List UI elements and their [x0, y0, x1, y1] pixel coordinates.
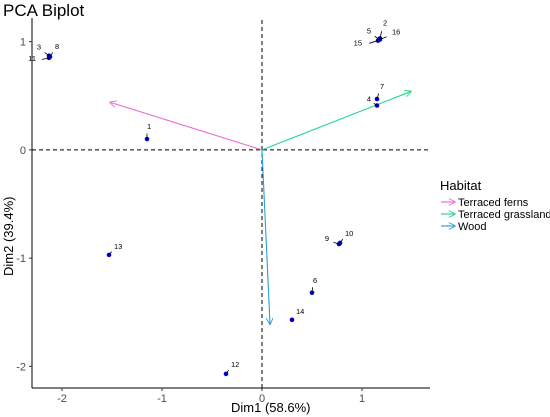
point-label: 6	[313, 276, 317, 285]
point-leader-line	[339, 238, 344, 244]
point-leader-line	[374, 35, 380, 40]
point-label: 14	[296, 307, 304, 316]
legend-entry: Terraced grassland	[458, 209, 550, 221]
point-leader-line	[379, 36, 387, 40]
point-label: 1	[147, 122, 151, 131]
tick-labels: -2 -1 0 1 -2 -1 0 1	[16, 37, 365, 405]
vector-arrow	[261, 149, 270, 324]
point-label: 7	[380, 82, 384, 91]
point-label: 10	[345, 229, 353, 238]
point-label: 16	[392, 27, 400, 36]
point-label: 4	[367, 95, 371, 104]
point-label: 13	[114, 242, 122, 251]
loading-vectors	[110, 91, 411, 324]
legend-entry: Wood	[458, 221, 487, 233]
y-axis-title: Dim2 (39.4%)	[1, 197, 16, 276]
point-leader-line	[225, 369, 230, 375]
data-point	[289, 317, 295, 323]
legend-title: Habitat	[440, 178, 482, 193]
y-tick-label: 0	[20, 145, 26, 157]
point-leader-line	[49, 52, 54, 58]
y-tick-label: 1	[20, 37, 26, 49]
point-leader-line	[379, 31, 383, 39]
point-label: 5	[367, 26, 371, 35]
point-leader-line	[373, 102, 378, 106]
point-label: 8	[55, 42, 59, 51]
x-tick-label: -1	[157, 393, 167, 405]
chart-title: PCA Biplot	[3, 1, 85, 20]
point-leader-line	[369, 40, 379, 44]
x-axis-title: Dim1 (58.6%)	[231, 400, 310, 415]
reference-lines	[32, 20, 430, 388]
x-tick-label: 0	[259, 393, 265, 405]
x-tick-label: 1	[359, 393, 365, 405]
vector-arrow	[110, 102, 263, 151]
point-leader-line	[311, 287, 313, 293]
point-leader-line	[333, 242, 340, 245]
y-tick-label: -1	[16, 253, 26, 265]
point-label: 9	[325, 234, 329, 243]
point-leader-line	[41, 57, 50, 60]
point-label: 2	[383, 18, 387, 27]
vector-arrow	[261, 91, 411, 151]
point-label: 15	[354, 39, 362, 48]
point-label: 11	[28, 54, 36, 63]
y-tick-label: -2	[16, 361, 26, 373]
point-leader-line	[44, 52, 50, 57]
point-label: 12	[231, 360, 239, 369]
x-tick-label: -2	[57, 393, 67, 405]
legend-entry: Terraced ferns	[458, 197, 529, 209]
point-leader-line	[376, 93, 380, 100]
axes	[29, 18, 430, 391]
point-label: 3	[37, 43, 41, 52]
point-leader-line	[108, 251, 113, 256]
